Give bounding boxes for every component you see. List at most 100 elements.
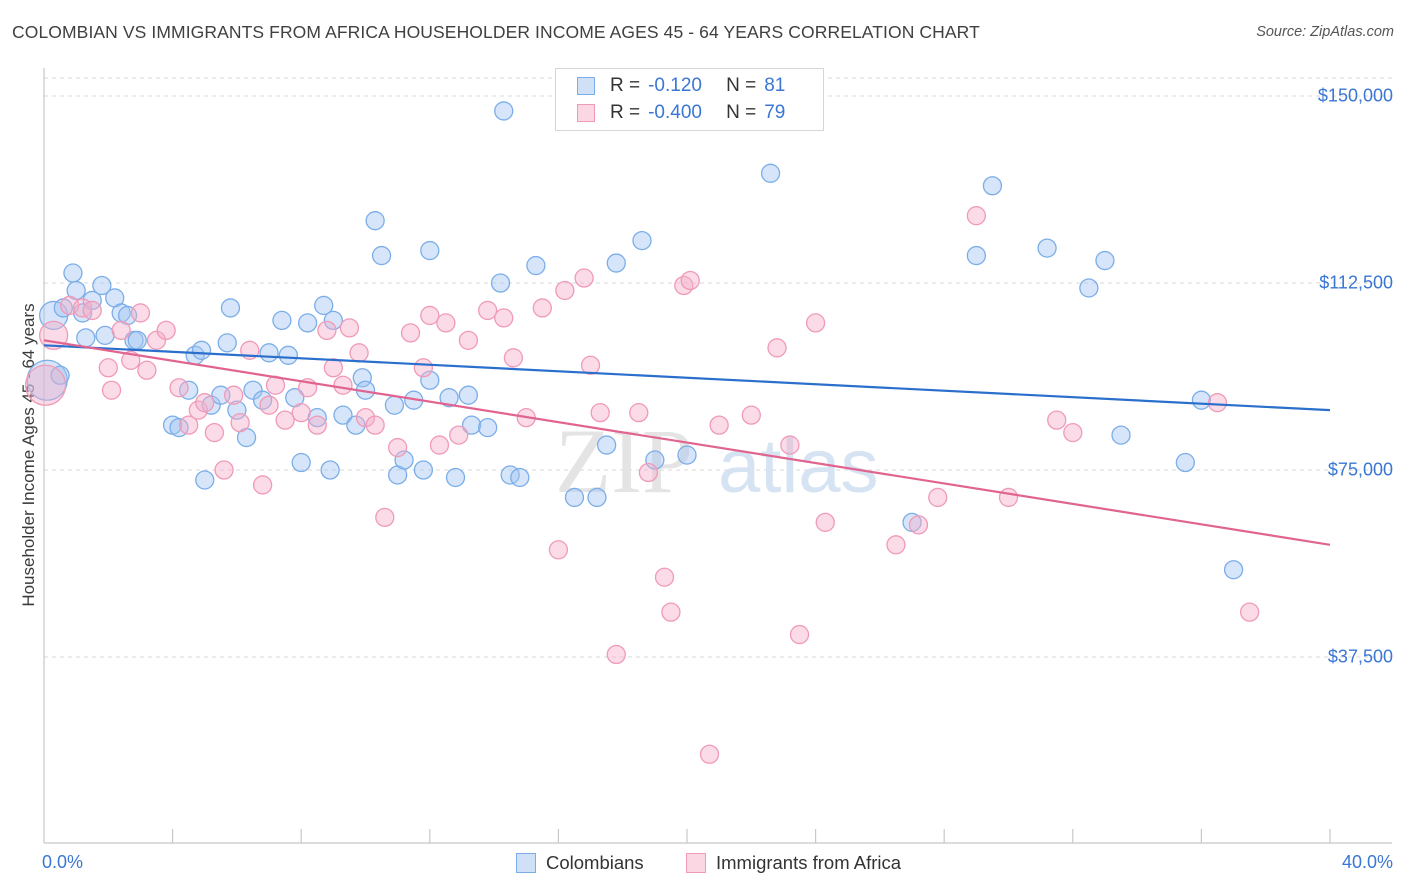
- africa-point: [590, 403, 610, 423]
- r-value: -0.120: [648, 75, 702, 96]
- africa-point: [661, 602, 681, 622]
- africa-point: [429, 435, 450, 455]
- africa-point: [1047, 410, 1067, 430]
- africa-point: [767, 338, 787, 358]
- colombian-point: [278, 345, 298, 365]
- africa-point: [413, 358, 434, 378]
- n-label: N =: [726, 102, 757, 123]
- africa-trend-line: [43, 339, 1331, 546]
- africa-point: [204, 422, 225, 443]
- colombian-point: [645, 450, 665, 470]
- africa-point: [420, 305, 440, 326]
- colombian-point: [1223, 560, 1244, 580]
- africa-point: [188, 400, 208, 420]
- stats-box: R = -0.120 N = 81 R = -0.400 N = 79: [555, 68, 824, 131]
- africa-point: [252, 475, 273, 495]
- colombian-point: [82, 290, 102, 311]
- africa-point: [555, 280, 575, 301]
- colombian-point: [510, 467, 530, 488]
- legend-item-colombians[interactable]: Colombians: [516, 852, 644, 874]
- africa-point: [82, 300, 102, 321]
- trend-lines: [43, 339, 1331, 546]
- watermark-zip: ZIP: [555, 410, 693, 512]
- africa-point: [375, 507, 395, 528]
- colombian-point: [526, 255, 546, 276]
- africa-point: [458, 330, 479, 350]
- colombian-point: [333, 405, 353, 425]
- africa-point: [230, 412, 250, 433]
- y-tick-label: $150,000: [1317, 85, 1393, 106]
- colombian-point: [490, 273, 511, 293]
- colombian-point: [1111, 425, 1131, 445]
- legend-item-africa[interactable]: Immigrants from Africa: [686, 852, 901, 874]
- legend-swatch-africa: [686, 853, 706, 873]
- colombian-point: [365, 211, 385, 231]
- africa-point: [478, 300, 498, 321]
- colombian-point: [191, 340, 212, 360]
- colombian-point: [195, 470, 215, 490]
- n-label: N =: [726, 75, 757, 96]
- africa-point: [606, 644, 626, 665]
- colombian-point: [259, 343, 279, 363]
- colombian-point: [982, 176, 1003, 196]
- africa-point: [146, 330, 167, 350]
- r-label: R =: [610, 75, 641, 96]
- africa-point: [169, 378, 189, 398]
- colombian-point: [760, 163, 781, 183]
- colombian-point: [92, 275, 112, 296]
- chart-title: COLOMBIAN VS IMMIGRANTS FROM AFRICA HOUS…: [12, 22, 980, 42]
- africa-point: [130, 303, 151, 323]
- africa-point: [307, 415, 327, 435]
- africa-point: [339, 318, 360, 338]
- africa-point: [224, 385, 244, 405]
- colombian-point: [384, 395, 405, 415]
- africa-point: [532, 298, 552, 318]
- africa-point: [1207, 393, 1228, 413]
- colombian-point: [314, 295, 334, 316]
- r-label: R =: [610, 102, 641, 123]
- africa-point: [259, 395, 279, 415]
- colombian-point: [252, 390, 273, 410]
- colombian-point: [63, 263, 83, 283]
- legend-label-colombians: Colombians: [546, 852, 644, 873]
- colombian-point: [1175, 452, 1195, 473]
- colombian-point: [596, 435, 617, 455]
- africa-point: [275, 410, 295, 430]
- africa-point: [449, 425, 469, 445]
- source-label: Source: ZipAtlas.com: [1256, 24, 1394, 40]
- colombian-point: [478, 417, 498, 438]
- colombian-point: [564, 487, 585, 508]
- legend-swatch-colombians: [516, 853, 536, 873]
- africa-point: [156, 320, 176, 341]
- africa-point: [323, 358, 344, 378]
- africa-point: [400, 323, 421, 343]
- africa-point: [291, 403, 311, 423]
- africa-point: [548, 540, 569, 560]
- africa-point: [503, 348, 524, 368]
- stats-row-africa: R = -0.400 N = 79: [577, 100, 785, 126]
- africa-point: [214, 460, 234, 480]
- colombian-point: [1095, 250, 1115, 271]
- africa-point: [908, 515, 929, 535]
- grid-lines: [44, 77, 1392, 658]
- colombian-point: [220, 298, 241, 318]
- africa-point: [966, 206, 986, 226]
- colombian-point: [1037, 238, 1057, 258]
- africa-point: [998, 487, 1019, 508]
- africa-point: [333, 375, 353, 395]
- colombian-point: [352, 368, 372, 388]
- watermark: ZIP atlas: [555, 410, 879, 512]
- africa-point: [317, 320, 337, 341]
- colombian-point: [346, 415, 366, 435]
- x-tick-max: 40.0%: [1341, 852, 1393, 872]
- legend: Colombians Immigrants from Africa: [0, 852, 1406, 876]
- colombian-point: [291, 452, 311, 473]
- colombian-point: [323, 310, 344, 331]
- africa-point: [709, 415, 729, 435]
- colombian-point: [420, 370, 440, 390]
- colombian-point: [371, 245, 392, 266]
- colombian-point: [243, 380, 263, 400]
- colombian-point: [606, 253, 626, 273]
- africa-point: [789, 624, 810, 645]
